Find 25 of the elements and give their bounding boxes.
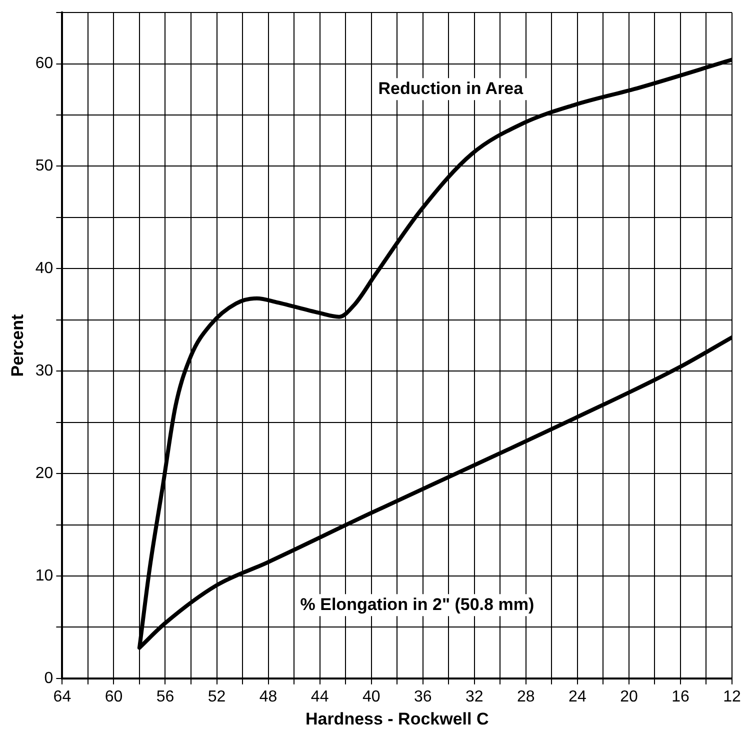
x-tick-label: 40 <box>362 688 380 706</box>
x-tick-label: 56 <box>156 688 174 706</box>
x-axis-title: Hardness - Rockwell C <box>305 709 489 728</box>
series-label: Reduction in Area <box>378 78 524 98</box>
y-tick-label: 20 <box>35 464 54 482</box>
x-tick-label: 12 <box>723 688 741 706</box>
x-tick-label: 20 <box>620 688 638 706</box>
y-tick-label: 40 <box>35 260 54 278</box>
text: % Elongation in 2" (50.8 mm) <box>300 594 534 614</box>
x-tick-label: 32 <box>465 688 484 706</box>
x-tick-label: 44 <box>310 688 329 706</box>
y-tick-label: 30 <box>35 362 54 380</box>
x-tick-label: 48 <box>259 688 278 706</box>
y-tick-label: 50 <box>35 158 54 175</box>
x-tick-label: 60 <box>104 688 123 706</box>
x-tick-label: 52 <box>208 688 226 706</box>
y-axis-title: Percent <box>8 314 27 377</box>
x-tick-label: 16 <box>672 688 690 706</box>
x-tick-label: 64 <box>53 688 72 706</box>
x-tick-label: 36 <box>414 688 432 706</box>
y-tick-label: 60 <box>35 55 54 72</box>
x-tick-label: 28 <box>517 688 535 706</box>
y-tick-label: 10 <box>35 567 54 584</box>
x-tick-label: 24 <box>568 688 586 706</box>
y-tick-label: 0 <box>44 670 54 687</box>
